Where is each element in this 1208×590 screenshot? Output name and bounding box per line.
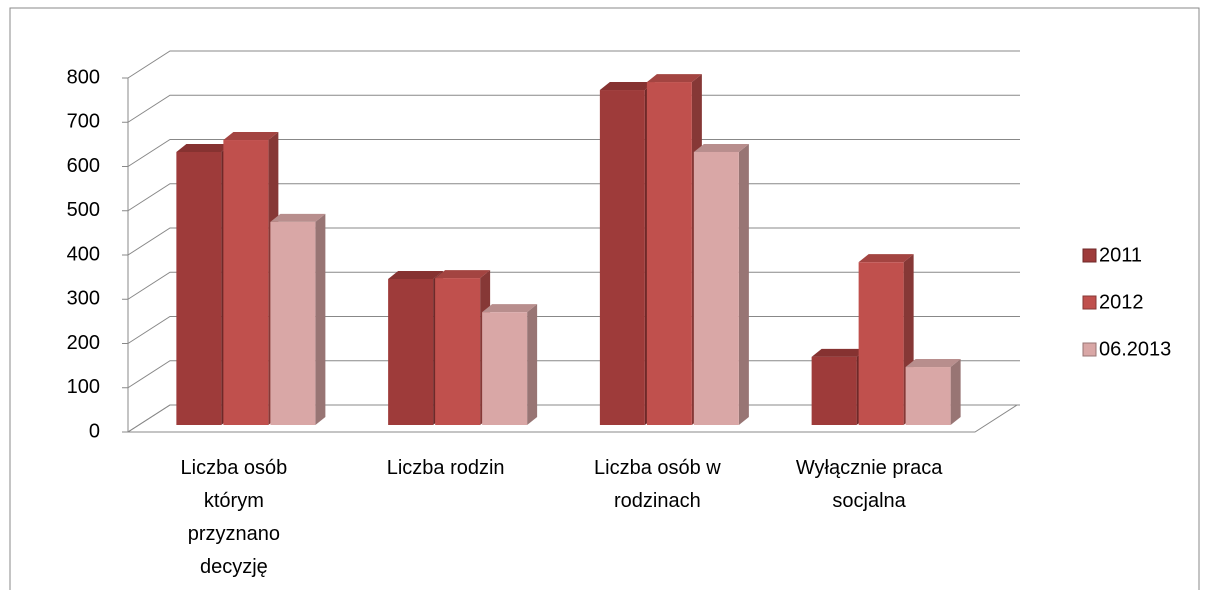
legend-label: 2012: [1099, 291, 1144, 313]
bar: [811, 356, 857, 425]
bar-top: [811, 348, 867, 357]
bar: [270, 221, 316, 425]
bar: [482, 312, 528, 425]
bar: [599, 90, 645, 425]
legend-swatch: [1082, 295, 1097, 310]
bar-top: [905, 359, 961, 368]
bar: [905, 367, 951, 425]
bar-top: [223, 132, 279, 141]
bar-side: [527, 304, 538, 425]
y-tick-label: 500: [67, 199, 100, 221]
y-tick-label: 0: [89, 420, 100, 442]
x-tick-label: Wyłącznie praca socjalna: [795, 457, 943, 512]
bar-top: [176, 143, 232, 152]
legend-swatch: [1082, 248, 1097, 263]
bar: [858, 262, 904, 425]
y-tick-label: 200: [67, 332, 100, 354]
bar: [176, 151, 222, 426]
bar-side: [315, 213, 326, 425]
legend-label: 06.2013: [1099, 338, 1171, 360]
bar: [435, 278, 481, 425]
bar: [693, 151, 739, 426]
bar-top: [693, 143, 749, 152]
x-tick-label: Liczba osób którym przyznano decyzję: [180, 457, 288, 578]
legend-swatch: [1082, 342, 1097, 357]
bar-top: [646, 74, 702, 83]
x-tick-label: Liczba osób w rodzinach: [594, 457, 721, 512]
x-tick-label: Liczba rodzin: [386, 457, 505, 479]
bar-top: [270, 213, 326, 222]
bar: [223, 140, 269, 425]
y-tick-label: 100: [67, 376, 100, 398]
bar-top: [599, 82, 655, 91]
bar: [388, 278, 434, 425]
bar-top: [435, 270, 491, 279]
bar-side: [738, 143, 749, 426]
bar-top: [482, 304, 538, 313]
grid-line: [127, 50, 1020, 79]
y-tick-label: 300: [67, 288, 100, 310]
grid-line: [127, 94, 1020, 123]
grid-line: [127, 139, 1020, 167]
bar: [646, 82, 692, 425]
bar-top: [858, 254, 914, 263]
chart-frame: [9, 7, 1200, 590]
y-tick-label: 400: [67, 243, 100, 265]
bar-top: [388, 270, 444, 279]
legend-label: 2011: [1099, 244, 1142, 266]
bar-side: [950, 359, 961, 425]
y-tick-label: 700: [67, 111, 100, 133]
y-tick-label: 600: [67, 155, 100, 177]
y-tick-label: 800: [67, 66, 100, 88]
